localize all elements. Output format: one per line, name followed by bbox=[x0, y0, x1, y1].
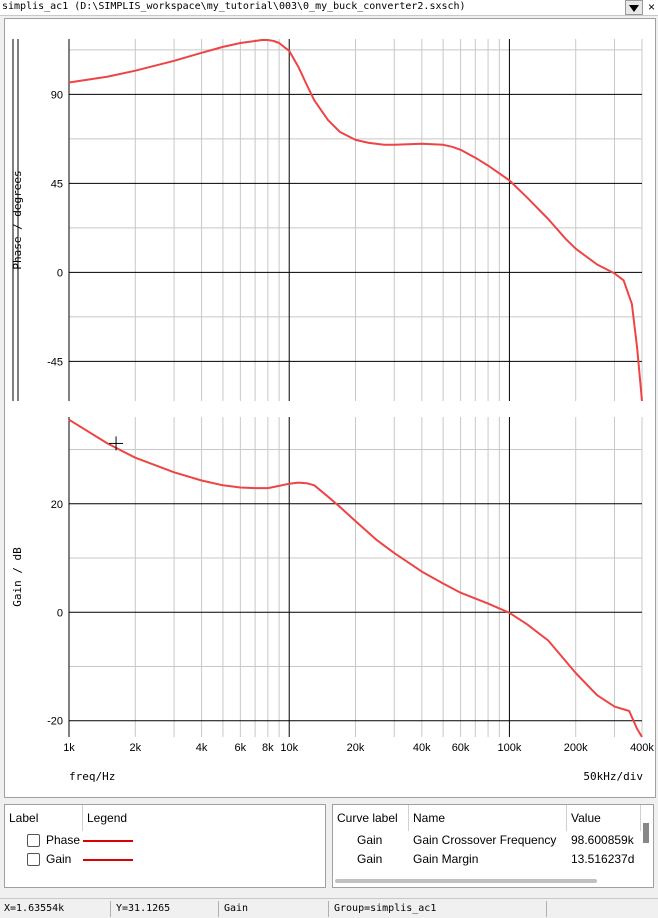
y-tick-label: 45 bbox=[51, 178, 63, 190]
x-tick-label: 60k bbox=[452, 742, 470, 754]
col-header-name: Name bbox=[409, 805, 567, 831]
y-axis-label: Gain / dB bbox=[11, 547, 24, 607]
legend-item-gain: Gain bbox=[5, 850, 325, 869]
x-tick-label: 100k bbox=[497, 742, 521, 754]
y-tick-label: 90 bbox=[51, 89, 63, 101]
col-header-curve-label: Curve label bbox=[333, 805, 409, 831]
y-tick-label: -20 bbox=[47, 716, 63, 728]
legend-label-phase: Phase bbox=[46, 833, 81, 847]
col-header-value: Value bbox=[567, 805, 641, 831]
x-tick-label: 400k bbox=[630, 742, 654, 754]
close-icon[interactable]: × bbox=[647, 0, 655, 14]
y-tick-label: 0 bbox=[57, 607, 63, 619]
x-tick-label: 4k bbox=[196, 742, 208, 754]
status-group: Group=simplis_ac1 bbox=[334, 903, 437, 914]
legend-label-gain: Gain bbox=[46, 852, 72, 866]
x-axis-label: freq/Hz bbox=[69, 770, 115, 783]
x-tick-label: 8k bbox=[262, 742, 274, 754]
status-y: Y=31.1265 bbox=[116, 903, 171, 914]
horizontal-scrollbar[interactable] bbox=[335, 879, 597, 883]
vertical-scrollbar[interactable] bbox=[643, 823, 649, 843]
cell-curve: Gain bbox=[357, 852, 383, 866]
measurements-panel: Curve label Name Value Gain Gain Crossov… bbox=[332, 804, 654, 888]
series-line-phase bbox=[68, 39, 643, 402]
x-tick-label: 1k bbox=[63, 742, 75, 754]
x-tick-label: 2k bbox=[129, 742, 141, 754]
phase-visibility-checkbox[interactable] bbox=[27, 834, 40, 847]
phase-legend-swatch bbox=[83, 840, 133, 842]
legend-panel: Label Legend Phase Gain bbox=[4, 804, 326, 888]
x-tick-label: 40k bbox=[413, 742, 431, 754]
x-tick-label: 6k bbox=[235, 742, 247, 754]
status-x: X=1.63554k bbox=[4, 903, 65, 914]
window-title: simplis_ac1 (D:\SIMPLIS_workspace\my_tut… bbox=[2, 1, 466, 12]
legend-header-legend: Legend bbox=[87, 811, 128, 825]
cell-name: Gain Crossover Frequency bbox=[413, 833, 557, 847]
status-curve: Gain bbox=[224, 903, 249, 914]
legend-item-phase: Phase bbox=[5, 831, 325, 850]
table-row[interactable]: Gain Gain Crossover Frequency 98.600859k bbox=[333, 831, 653, 850]
x-division-label: 50kHz/div bbox=[583, 770, 643, 783]
cell-curve: Gain bbox=[357, 833, 383, 847]
window-title-bar: simplis_ac1 (D:\SIMPLIS_workspace\my_tut… bbox=[0, 0, 658, 16]
gain-legend-swatch bbox=[83, 859, 133, 861]
y-tick-label: 0 bbox=[57, 267, 63, 279]
status-bar: X=1.63554k Y=31.1265 Gain Group=simplis_… bbox=[0, 898, 658, 918]
chevron-down-icon[interactable] bbox=[625, 0, 643, 15]
cell-name: Gain Margin bbox=[413, 852, 479, 866]
cell-value: 13.516237d bbox=[571, 852, 635, 866]
y-tick-label: -45 bbox=[47, 356, 63, 368]
y-tick-label: 20 bbox=[51, 499, 63, 511]
x-tick-label: 20k bbox=[347, 742, 365, 754]
legend-header-label: Label bbox=[5, 805, 83, 831]
table-row[interactable]: Gain Gain Margin 13.516237d bbox=[333, 850, 653, 869]
gain-visibility-checkbox[interactable] bbox=[27, 853, 40, 866]
x-tick-label: 10k bbox=[280, 742, 298, 754]
x-tick-label: 200k bbox=[564, 742, 588, 754]
series-line-gain bbox=[68, 418, 643, 738]
cell-value: 98.600859k bbox=[571, 833, 634, 847]
